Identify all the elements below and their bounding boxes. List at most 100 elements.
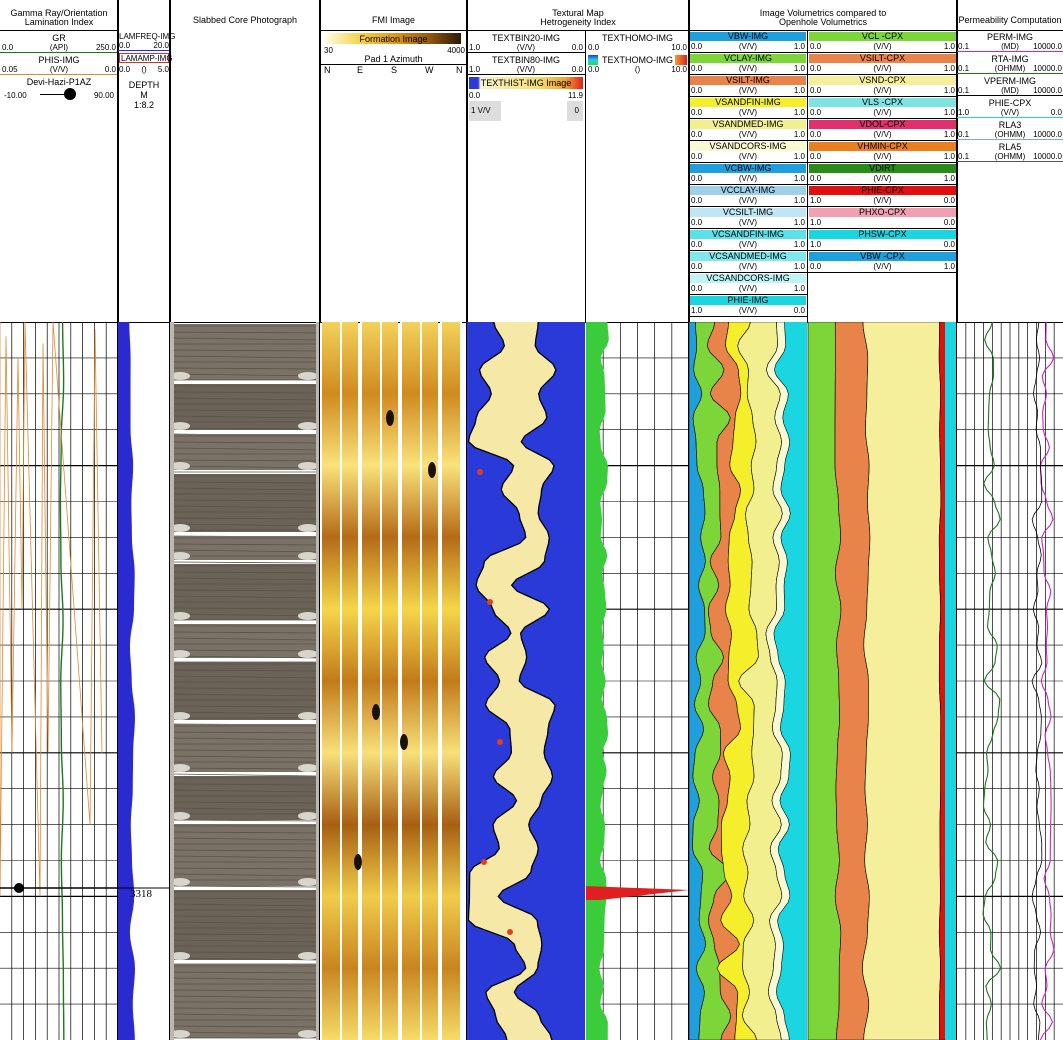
core-lamination bbox=[171, 971, 319, 974]
phie-img-swatch bbox=[690, 296, 806, 305]
core-gap-left bbox=[170, 712, 190, 720]
vsandfin-img-swatch bbox=[690, 98, 806, 107]
vcbw-img-unit: (V/V) bbox=[738, 174, 758, 183]
vsilt-img-swatch bbox=[690, 76, 806, 85]
vcclay-img-divider bbox=[689, 206, 807, 207]
depth-unit: M bbox=[140, 90, 148, 100]
vcbw-img-min: 0.0 bbox=[691, 174, 703, 183]
compass-e: E bbox=[357, 65, 364, 75]
rta-img-min: 0.1 bbox=[958, 64, 970, 73]
track8-grid bbox=[957, 322, 1063, 1040]
vbw-cpx-min: 0.0 bbox=[810, 262, 822, 271]
core-lamination bbox=[171, 561, 319, 564]
core-lamination bbox=[171, 693, 319, 697]
phie-cpx-unit: (V/V) bbox=[873, 196, 892, 205]
core-gap-left bbox=[170, 952, 190, 960]
vsandcors-img-divider bbox=[689, 162, 807, 163]
core-lamination bbox=[171, 415, 319, 419]
vcl-cpx-unit: (V/V) bbox=[873, 42, 892, 51]
gr-curve-name: GR bbox=[52, 33, 66, 43]
vsandcors-img-band bbox=[765, 322, 791, 1040]
fmi-pad-7 bbox=[442, 322, 462, 1040]
vclay-img-unit: (V/V) bbox=[738, 64, 758, 73]
texthist-unit-box-right bbox=[567, 101, 583, 121]
phxo-cpx-divider bbox=[808, 228, 957, 229]
core-lamination bbox=[171, 711, 319, 715]
vcl-cpx-max: 1.0 bbox=[943, 42, 955, 51]
core-gap-right bbox=[298, 952, 318, 960]
core-gap-left bbox=[170, 552, 190, 560]
vcsandmed-img-max: 1.0 bbox=[793, 262, 805, 271]
lamamp-legend-box bbox=[119, 53, 169, 63]
core-lamination bbox=[171, 1007, 319, 1010]
phie-img-min: 1.0 bbox=[691, 306, 703, 315]
vcsandcors-img-name: VCSANDCORS-IMG bbox=[706, 273, 790, 283]
core-lamination bbox=[171, 607, 319, 610]
pad-azimuth-label: Pad 1 Azimuth bbox=[364, 54, 423, 64]
core-gap-left bbox=[170, 1030, 190, 1038]
compass-n2: N bbox=[456, 65, 463, 75]
vsnd-cpx-min: 0.0 bbox=[810, 86, 822, 95]
core-gap-right bbox=[298, 712, 318, 720]
vsilt-img-min: 0.0 bbox=[691, 86, 703, 95]
vcsandcors-img-max: 1.0 bbox=[793, 284, 805, 293]
fmi-pad-4 bbox=[382, 322, 398, 1040]
vcbw-img-swatch bbox=[690, 164, 806, 173]
vcsandcors-img-divider bbox=[689, 294, 807, 295]
rta-img-max: 10000.0 bbox=[1033, 64, 1062, 73]
texthist-max: 11.9 bbox=[568, 91, 583, 100]
gr-unit: (API) bbox=[49, 43, 69, 52]
vsnd-cpx-unit: (V/V) bbox=[873, 86, 892, 95]
vcsandfin-img-min: 0.0 bbox=[691, 240, 703, 249]
devi-min: -10.00 bbox=[4, 91, 27, 100]
vcl-cpx-divider bbox=[808, 52, 957, 53]
tadpole-marker bbox=[14, 883, 24, 893]
core-lamination bbox=[171, 549, 319, 553]
phsw-cpx-min: 1.0 bbox=[810, 240, 822, 249]
homo1-max: 10.0 bbox=[671, 43, 687, 52]
core-segment bbox=[172, 324, 318, 380]
vsandfin-img-unit: (V/V) bbox=[738, 108, 758, 117]
fmi-pad-gap bbox=[380, 322, 382, 1040]
bin20-name: TEXTBIN20-IMG bbox=[491, 33, 560, 43]
lamamp-max: 5.0 bbox=[157, 65, 169, 74]
phie-cpx-min: 1.0 bbox=[958, 108, 970, 117]
core-segment bbox=[172, 474, 318, 532]
vsilt-img-unit: (V/V) bbox=[738, 86, 758, 95]
core-lamination bbox=[171, 755, 319, 759]
bin80-max: 0.0 bbox=[571, 65, 583, 74]
core-gap-right bbox=[298, 372, 318, 380]
track1-header: Gamma Ray/Orientation Lamination Index G… bbox=[0, 0, 119, 322]
core-gap-left bbox=[170, 422, 190, 430]
bin80-name: TEXTBIN80-IMG bbox=[491, 55, 560, 65]
vsandmed-img-swatch bbox=[690, 120, 806, 129]
compass-n1: N bbox=[324, 65, 331, 75]
homo2-name: TEXTHOMO-IMG bbox=[602, 55, 673, 65]
vhmin-cpx-max: 1.0 bbox=[943, 152, 955, 161]
texthist-hot-spot bbox=[497, 739, 503, 745]
bin20-legend-line bbox=[467, 52, 585, 53]
vclay-img-swatch bbox=[690, 54, 806, 63]
core-segment bbox=[172, 662, 318, 720]
vcsandcors-img-min: 0.0 bbox=[691, 284, 703, 293]
vsandcors-img-min: 0.0 bbox=[691, 152, 703, 161]
vcclay-img-swatch bbox=[690, 186, 806, 195]
vsandcors-img-unit: (V/V) bbox=[738, 152, 758, 161]
core-lamination bbox=[171, 885, 319, 888]
phie-cpx-min: 1.0 bbox=[810, 196, 822, 205]
core-gap-left bbox=[170, 462, 190, 470]
core-gap-right bbox=[298, 650, 318, 658]
vdirt-min: 0.0 bbox=[810, 174, 822, 183]
lamamp-min: 0.0 bbox=[119, 65, 131, 74]
core-lamination bbox=[171, 819, 319, 822]
track1-title-line2: Lamination Index bbox=[24, 17, 94, 27]
core-lamination bbox=[171, 355, 319, 359]
core-segment bbox=[172, 624, 318, 658]
core-lamination bbox=[171, 731, 319, 734]
texthist-hot-spot bbox=[481, 859, 487, 865]
vsandfin-img-max: 1.0 bbox=[793, 108, 805, 117]
core-lamination bbox=[171, 1013, 319, 1017]
vsandcors-img-name: VSANDCORS-IMG bbox=[709, 141, 787, 151]
vsandcors-img-swatch bbox=[690, 142, 806, 151]
phis-unit: (V/V) bbox=[49, 65, 69, 74]
